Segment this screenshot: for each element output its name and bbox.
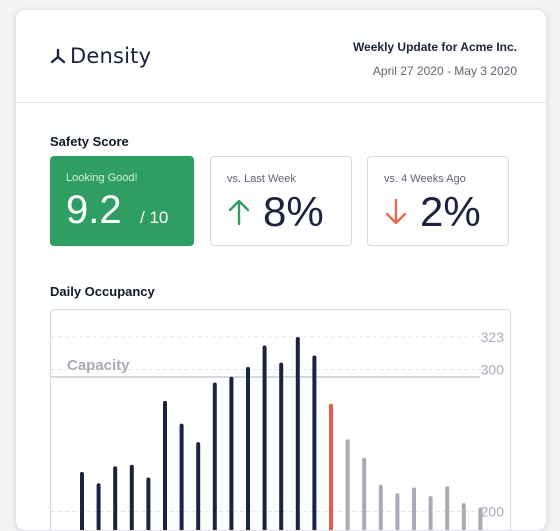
y-tick-label: 200 bbox=[481, 504, 505, 520]
last-week-tile: vs. Last Week 8% bbox=[210, 156, 352, 246]
occupancy-bar bbox=[428, 496, 433, 530]
y-tick-label: 300 bbox=[481, 362, 505, 378]
arrow-down-icon bbox=[385, 198, 407, 225]
y-tick-label: 323 bbox=[481, 329, 505, 345]
report-date-range: April 27 2020 - May 3 2020 bbox=[372, 64, 517, 78]
occupancy-bar bbox=[412, 487, 416, 530]
occupancy-bar bbox=[345, 439, 350, 530]
last-week-value: 8% bbox=[263, 188, 324, 235]
occupancy-bar bbox=[395, 493, 400, 530]
occupancy-bar bbox=[378, 484, 383, 530]
report-title: Weekly Update for Acme Inc. bbox=[352, 40, 517, 54]
four-weeks-tile: vs. 4 Weeks Ago 2% bbox=[367, 156, 509, 246]
occupancy-bar bbox=[146, 477, 151, 530]
occupancy-bar bbox=[212, 382, 217, 530]
score-value: 9.2 bbox=[66, 188, 122, 232]
occupancy-bar bbox=[362, 457, 367, 530]
weekly-report-card: Density Weekly Update for Acme Inc. Apri… bbox=[15, 9, 547, 531]
score-status-label: Looking Good! bbox=[66, 172, 138, 184]
daily-occupancy-title: Daily Occupancy bbox=[50, 284, 155, 299]
occupancy-bar bbox=[262, 345, 267, 530]
occupancy-chart: 323 300 200 Capacity bbox=[50, 309, 511, 530]
header-divider bbox=[16, 102, 546, 103]
occupancy-bar bbox=[129, 464, 134, 530]
last-week-label: vs. Last Week bbox=[227, 173, 296, 185]
occupancy-bar bbox=[329, 403, 333, 530]
occupancy-bar bbox=[445, 486, 450, 530]
score-max: / 10 bbox=[140, 208, 169, 227]
occupancy-bar bbox=[163, 400, 167, 530]
four-weeks-label: vs. 4 Weeks Ago bbox=[384, 173, 466, 185]
occupancy-bar bbox=[295, 337, 300, 530]
occupancy-bar bbox=[461, 503, 466, 530]
density-logo-icon bbox=[50, 48, 66, 64]
occupancy-bar bbox=[196, 442, 201, 530]
occupancy-bar bbox=[96, 483, 101, 530]
report-header: Weekly Update for Acme Inc. April 27 202… bbox=[353, 40, 517, 78]
safety-score-title: Safety Score bbox=[50, 134, 129, 149]
occupancy-bar bbox=[312, 355, 317, 530]
occupancy-bar bbox=[478, 507, 483, 530]
occupancy-bar bbox=[113, 466, 118, 530]
occupancy-bar bbox=[229, 376, 234, 530]
safety-score-tile: Looking Good! 9.2 / 10 bbox=[50, 156, 194, 246]
brand-logo[interactable]: Density bbox=[50, 44, 151, 68]
occupancy-bar bbox=[179, 423, 184, 530]
occupancy-bar bbox=[279, 362, 284, 530]
four-weeks-value: 2% bbox=[420, 188, 481, 235]
occupancy-bar bbox=[80, 471, 84, 530]
occupancy-bar bbox=[246, 366, 250, 530]
arrow-up-icon bbox=[228, 199, 250, 226]
capacity-label: Capacity bbox=[67, 357, 130, 374]
occupancy-chart-svg: 323 300 200 Capacity bbox=[51, 329, 505, 530]
brand-name: Density bbox=[70, 44, 152, 68]
